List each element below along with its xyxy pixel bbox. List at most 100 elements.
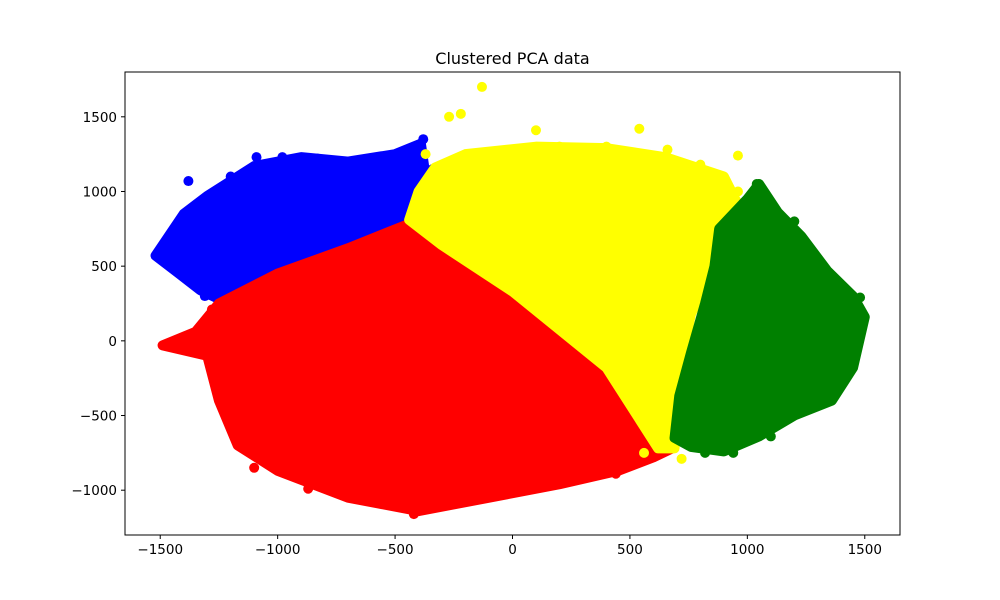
data-point (152, 250, 163, 261)
data-point (777, 335, 788, 346)
y-tick-label: 1000 (83, 184, 117, 200)
data-point (312, 153, 323, 164)
data-point (754, 365, 765, 376)
data-point (519, 482, 530, 493)
x-tick-label: 1500 (848, 542, 882, 558)
data-point (225, 171, 236, 182)
data-point (826, 391, 837, 402)
data-point (225, 373, 236, 384)
data-point (218, 392, 229, 403)
data-point (408, 509, 419, 520)
plot-area (150, 81, 870, 520)
data-point (685, 431, 696, 442)
data-point (596, 462, 607, 473)
data-point (263, 238, 274, 249)
data-point (549, 479, 560, 490)
data-point (361, 156, 372, 167)
data-point (639, 447, 650, 458)
data-point (347, 177, 358, 188)
series-0 (150, 134, 448, 305)
data-point (188, 328, 199, 339)
data-point (197, 320, 208, 331)
data-point (796, 403, 807, 414)
data-point (190, 247, 201, 258)
data-point (476, 81, 487, 92)
data-point (277, 152, 288, 163)
data-point (700, 447, 711, 458)
chart-title: Clustered PCA data (435, 49, 589, 68)
data-point (732, 150, 743, 161)
data-point (237, 273, 248, 284)
data-point (629, 458, 640, 469)
series-3 (669, 179, 870, 458)
x-tick-label: 0 (508, 542, 517, 558)
y-tick-label: 500 (91, 259, 117, 275)
axes: −1500 −1000 −500 0 500 1000 1500 −1000 −500 0 500 1… (71, 71, 901, 558)
data-point (277, 440, 288, 451)
data-point (554, 141, 565, 152)
data-point (676, 350, 687, 361)
data-point (768, 205, 779, 216)
data-point (338, 171, 349, 182)
data-point (244, 231, 255, 242)
data-point (199, 291, 210, 302)
data-point (444, 111, 455, 122)
data-point (789, 216, 800, 227)
data-point (855, 292, 866, 303)
data-point (742, 196, 753, 207)
data-point (249, 462, 260, 473)
data-point (812, 392, 823, 403)
data-point (408, 177, 419, 188)
y-tick-label: 0 (108, 334, 117, 350)
data-point (662, 144, 673, 155)
data-point (711, 201, 722, 212)
x-tick-label: −1000 (255, 542, 301, 558)
x-tick-label: 500 (617, 542, 643, 558)
x-tick-label: 1000 (730, 542, 764, 558)
data-point (723, 198, 734, 209)
data-point (361, 491, 372, 502)
data-point (300, 164, 311, 175)
data-point (653, 440, 664, 451)
data-point (213, 317, 224, 328)
data-point (765, 431, 776, 442)
data-point (195, 256, 206, 267)
data-point (432, 500, 443, 511)
data-point (230, 431, 241, 442)
data-point (742, 432, 753, 443)
data-point (484, 488, 495, 499)
data-point (577, 470, 588, 481)
data-point (455, 108, 466, 119)
data-point (176, 246, 187, 257)
data-point (235, 308, 246, 319)
data-point (801, 291, 812, 302)
data-point (303, 483, 314, 494)
data-point (836, 335, 847, 346)
data-point (458, 494, 469, 505)
x-tick-label: −500 (377, 542, 414, 558)
data-point (397, 186, 408, 197)
data-point (822, 268, 833, 279)
data-point (840, 365, 851, 376)
data-point (857, 310, 868, 321)
data-point (218, 208, 229, 219)
series-3-dense-region (669, 179, 870, 457)
data-point (751, 179, 762, 190)
data-point (209, 219, 220, 230)
data-point (329, 476, 340, 487)
data-point (183, 176, 194, 187)
data-point (371, 201, 382, 212)
data-point (610, 468, 621, 479)
data-point (159, 340, 170, 351)
data-point (634, 123, 645, 134)
y-tick-label: −1000 (71, 483, 117, 499)
data-point (420, 149, 431, 160)
data-point (732, 186, 743, 197)
data-point (695, 159, 706, 170)
data-point (251, 152, 262, 163)
data-point (728, 447, 739, 458)
data-point (676, 453, 687, 464)
data-point (418, 134, 429, 145)
data-point (206, 304, 217, 315)
